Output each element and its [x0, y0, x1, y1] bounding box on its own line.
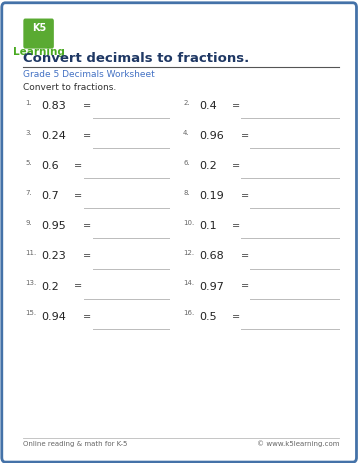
Text: 0.83: 0.83 — [41, 101, 66, 111]
Text: =: = — [241, 282, 249, 292]
Text: 0.97: 0.97 — [199, 282, 224, 292]
Text: 0.6: 0.6 — [41, 161, 59, 171]
Text: 0.7: 0.7 — [41, 191, 59, 201]
Text: 2.: 2. — [183, 100, 190, 106]
Text: 5.: 5. — [25, 160, 32, 166]
Text: 0.94: 0.94 — [41, 312, 66, 322]
Text: Convert decimals to fractions.: Convert decimals to fractions. — [23, 52, 250, 65]
Text: Learning: Learning — [13, 47, 65, 57]
Text: 15.: 15. — [25, 310, 36, 316]
Text: 6.: 6. — [183, 160, 190, 166]
Text: © www.k5learning.com: © www.k5learning.com — [257, 441, 339, 447]
Text: =: = — [83, 131, 91, 141]
Text: 0.2: 0.2 — [199, 161, 217, 171]
Text: =: = — [83, 221, 91, 232]
Text: 0.19: 0.19 — [199, 191, 224, 201]
Text: =: = — [83, 312, 91, 322]
Text: =: = — [83, 251, 91, 262]
Text: 7.: 7. — [25, 190, 32, 196]
Text: 0.4: 0.4 — [199, 101, 217, 111]
Text: 0.2: 0.2 — [41, 282, 59, 292]
Text: 0.96: 0.96 — [199, 131, 224, 141]
Text: =: = — [232, 161, 240, 171]
Text: 0.24: 0.24 — [41, 131, 66, 141]
Text: =: = — [83, 101, 91, 111]
Text: =: = — [74, 161, 82, 171]
Text: 0.68: 0.68 — [199, 251, 224, 262]
Text: =: = — [74, 282, 82, 292]
Text: Online reading & math for K-5: Online reading & math for K-5 — [23, 441, 128, 447]
Text: 3.: 3. — [25, 130, 32, 136]
Text: 4.: 4. — [183, 130, 190, 136]
Text: 9.: 9. — [25, 220, 32, 226]
Text: 11.: 11. — [25, 250, 36, 256]
Text: =: = — [232, 221, 240, 232]
Text: =: = — [74, 191, 82, 201]
Text: Grade 5 Decimals Worksheet: Grade 5 Decimals Worksheet — [23, 70, 155, 79]
Text: 0.1: 0.1 — [199, 221, 217, 232]
Text: =: = — [241, 191, 249, 201]
Text: 8.: 8. — [183, 190, 190, 196]
Text: 12.: 12. — [183, 250, 194, 256]
Text: 0.5: 0.5 — [199, 312, 217, 322]
Text: 0.23: 0.23 — [41, 251, 66, 262]
Text: 14.: 14. — [183, 280, 194, 286]
FancyBboxPatch shape — [2, 3, 356, 462]
Text: 13.: 13. — [25, 280, 36, 286]
FancyBboxPatch shape — [23, 19, 54, 49]
Text: =: = — [232, 101, 240, 111]
Text: Convert to fractions.: Convert to fractions. — [23, 83, 117, 92]
Text: 0.95: 0.95 — [41, 221, 66, 232]
Text: 1.: 1. — [25, 100, 32, 106]
Text: =: = — [241, 251, 249, 262]
Text: 10.: 10. — [183, 220, 194, 226]
Text: =: = — [232, 312, 240, 322]
Text: 16.: 16. — [183, 310, 194, 316]
Text: =: = — [241, 131, 249, 141]
Text: K5: K5 — [32, 23, 46, 33]
